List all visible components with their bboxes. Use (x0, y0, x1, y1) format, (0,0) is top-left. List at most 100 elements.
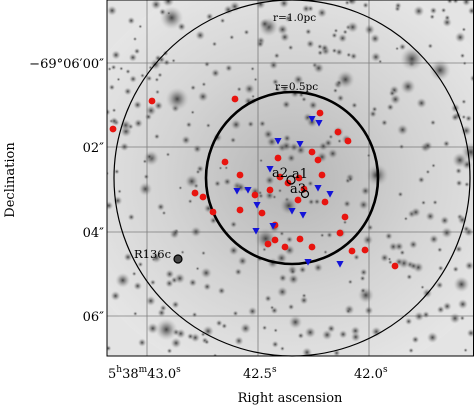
star (457, 298, 469, 310)
star (301, 347, 313, 356)
star (453, 276, 470, 293)
star (276, 23, 289, 36)
star (323, 138, 333, 148)
star (110, 64, 117, 71)
star (180, 250, 185, 255)
star (427, 43, 434, 49)
blue-marker (326, 191, 334, 198)
star (247, 120, 255, 128)
star (416, 97, 427, 109)
star (278, 273, 288, 283)
blue-marker (244, 187, 252, 194)
red-marker (316, 109, 324, 117)
star (107, 5, 118, 16)
star (464, 181, 470, 188)
star (234, 267, 243, 276)
star (137, 338, 147, 347)
star (440, 7, 447, 14)
star (461, 114, 467, 120)
star (125, 68, 131, 75)
star (273, 52, 280, 59)
star (394, 2, 402, 10)
red-marker (341, 213, 349, 221)
star (464, 260, 474, 271)
star (394, 241, 404, 252)
star (403, 216, 409, 221)
star (153, 133, 160, 140)
label-r136c: R136c (134, 247, 171, 261)
star (213, 353, 218, 356)
star (188, 278, 198, 287)
star (435, 281, 444, 289)
star (346, 21, 359, 34)
star (439, 215, 450, 226)
star (268, 60, 279, 70)
star (452, 152, 468, 168)
inner-circle-05pc (204, 90, 380, 266)
star (138, 24, 143, 29)
star (364, 24, 376, 36)
star (254, 227, 278, 251)
star (247, 306, 258, 317)
star (313, 262, 324, 273)
star (165, 87, 189, 111)
star (411, 335, 420, 344)
star (110, 116, 119, 126)
star (442, 140, 451, 148)
star (317, 49, 324, 56)
star (269, 305, 275, 310)
star (431, 163, 436, 168)
star (271, 78, 280, 86)
star (107, 201, 114, 211)
star (239, 322, 252, 335)
star (326, 231, 333, 239)
y-axis-label: Declination (3, 142, 18, 218)
star (178, 185, 183, 190)
star (161, 210, 167, 216)
star (224, 64, 233, 73)
star (359, 275, 366, 282)
star (171, 228, 180, 237)
star (316, 43, 323, 50)
red-marker (318, 171, 326, 179)
star (327, 148, 339, 160)
star (399, 249, 406, 256)
star (145, 295, 156, 307)
star (450, 113, 460, 122)
star (229, 34, 235, 40)
star (123, 252, 133, 262)
star (131, 271, 137, 277)
star (301, 4, 311, 14)
star (133, 47, 141, 55)
red-marker (274, 154, 282, 162)
star (138, 182, 153, 196)
star (201, 250, 206, 256)
star (170, 337, 182, 349)
star (129, 75, 138, 83)
star (379, 253, 390, 263)
star (336, 94, 345, 103)
star (408, 347, 414, 354)
red-marker (321, 198, 329, 206)
star (384, 232, 393, 241)
red-marker (236, 206, 244, 214)
star (222, 177, 232, 187)
star (210, 68, 221, 78)
red-marker (148, 97, 156, 105)
star (133, 281, 143, 291)
red-marker (281, 243, 289, 251)
star (229, 136, 237, 144)
red-marker (294, 196, 302, 204)
star (442, 17, 452, 28)
star (459, 53, 466, 59)
blue-marker (274, 138, 282, 145)
star (107, 108, 111, 116)
blue-marker (288, 208, 296, 215)
star (307, 180, 314, 187)
star (400, 47, 424, 71)
star (157, 72, 163, 78)
star (280, 140, 293, 152)
star (107, 66, 112, 72)
star (417, 176, 425, 184)
star (132, 36, 138, 42)
